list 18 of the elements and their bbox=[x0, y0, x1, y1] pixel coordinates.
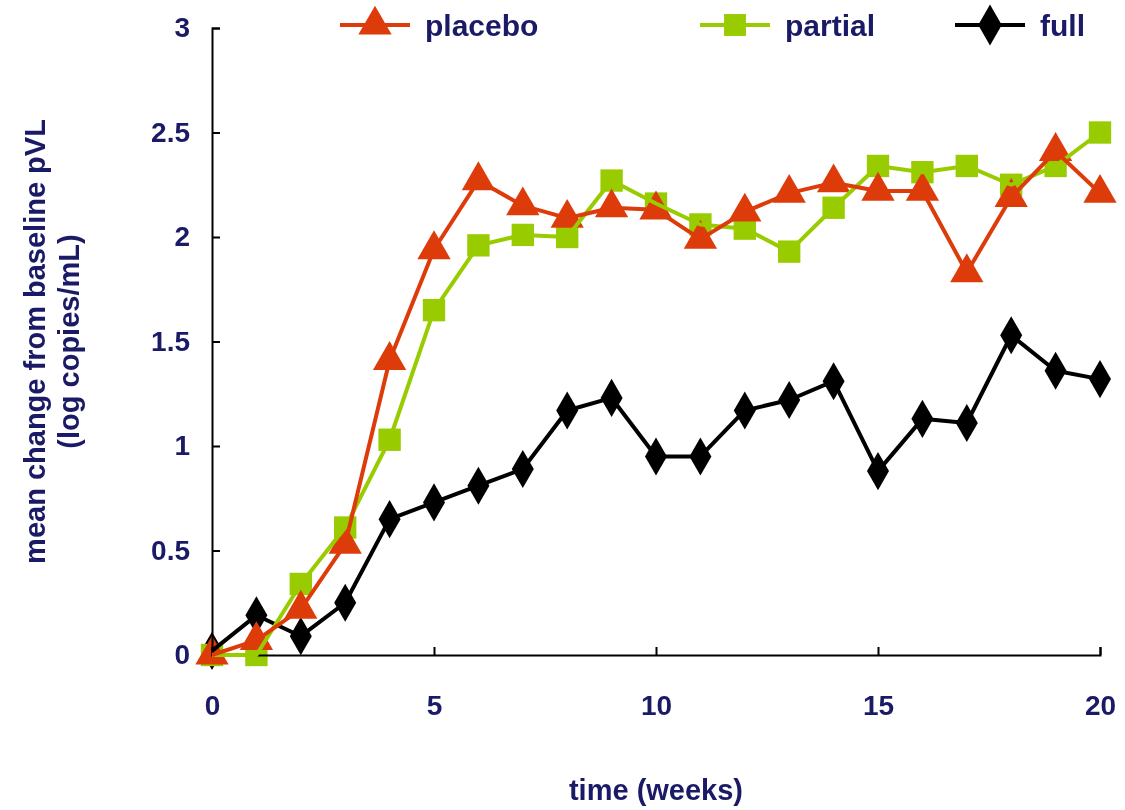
x-tick-label: 20 bbox=[1084, 689, 1117, 721]
y-tick-label: 3 bbox=[174, 12, 190, 44]
legend-label: partial bbox=[785, 9, 876, 42]
x-axis-title: time (weeks) bbox=[568, 774, 744, 806]
x-tick-label: 5 bbox=[426, 689, 443, 721]
x-tick-label: 0 bbox=[204, 689, 221, 721]
y-tick-label: 1 bbox=[174, 430, 190, 462]
y-tick-label: 2.5 bbox=[151, 116, 190, 148]
legend-label: placebo bbox=[425, 9, 539, 42]
y-tick-label: 0 bbox=[174, 639, 190, 671]
x-tick-label: 10 bbox=[640, 689, 673, 721]
point bbox=[1088, 121, 1112, 144]
y-axis-title: mean change from baseline pVL (log copies/mL) bbox=[19, 119, 85, 564]
y-tick-label: 1.5 bbox=[151, 325, 190, 357]
legend-label: full bbox=[1040, 9, 1085, 42]
x-tick-label: 15 bbox=[862, 689, 895, 721]
y-tick-label: 0.5 bbox=[151, 534, 190, 566]
y-tick-label: 2 bbox=[174, 221, 190, 253]
